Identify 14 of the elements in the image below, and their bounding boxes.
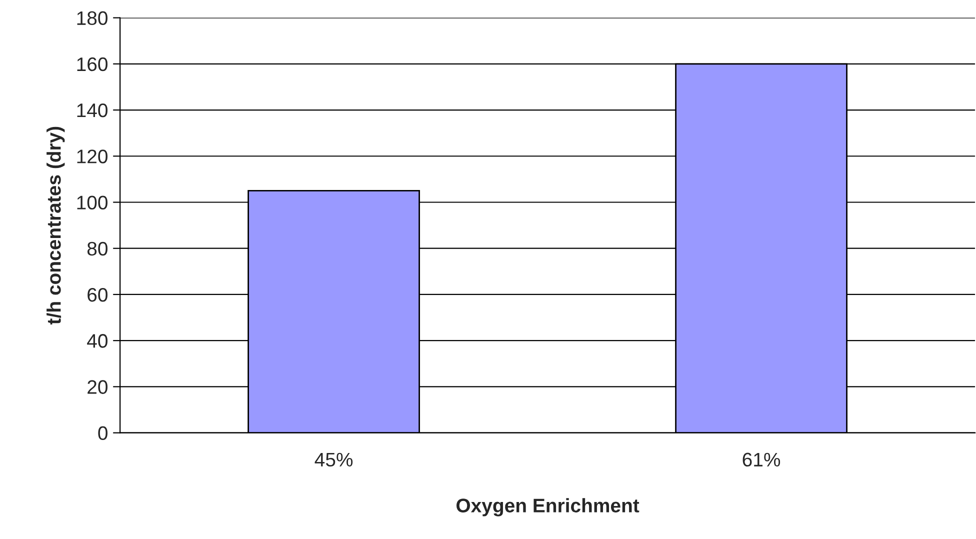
y-tick-label: 160 xyxy=(77,57,108,72)
y-tick-label: 180 xyxy=(77,11,108,26)
y-tick-label: 80 xyxy=(87,242,108,256)
x-tick-label: 45% xyxy=(314,452,353,467)
y-tick-label: 40 xyxy=(87,334,108,348)
y-tick-label: 140 xyxy=(77,103,108,118)
y-tick-label: 60 xyxy=(88,288,108,302)
x-tick-label: 61% xyxy=(742,452,780,467)
y-tick-label: 100 xyxy=(77,196,108,210)
y-tick-label: 120 xyxy=(77,150,108,164)
x-axis-title: Oxygen Enrichment xyxy=(456,498,640,516)
y-axis-title: t/h concentrates (dry) xyxy=(46,126,65,324)
y-tick-label: 20 xyxy=(88,380,108,394)
y-tick-label: 0 xyxy=(98,426,108,440)
